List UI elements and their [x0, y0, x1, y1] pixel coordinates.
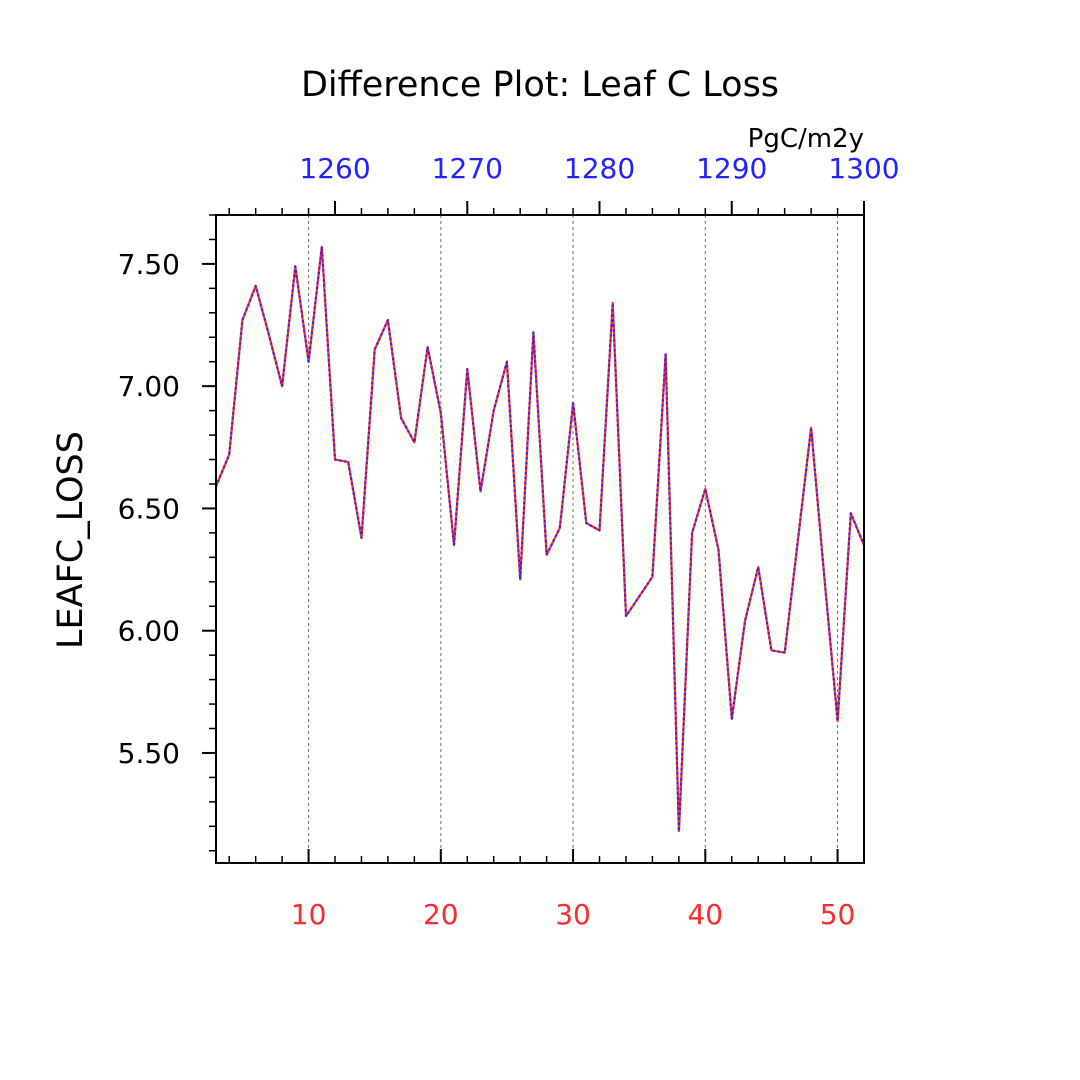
top-tick-label: 1300	[828, 152, 899, 185]
units-label: PgC/m2y	[748, 124, 864, 154]
bottom-tick-label: 40	[687, 898, 723, 931]
top-tick-label: 1260	[299, 152, 370, 185]
minor-ticks	[209, 208, 865, 863]
bottom-tick-label: 50	[820, 898, 856, 931]
plot-frame	[215, 214, 865, 864]
series-line-b	[214, 245, 866, 833]
y-tick-labels: 5.50 6.00 6.50 7.00 7.50	[118, 248, 180, 770]
bottom-tick-labels: 10 20 30 40 50	[291, 898, 856, 931]
bottom-tick-label: 30	[555, 898, 591, 931]
bottom-tick-label: 10	[291, 898, 327, 931]
y-axis-label: LEAFC_LOSS	[51, 431, 91, 649]
bottom-tick-label: 20	[423, 898, 459, 931]
chart-title: Difference Plot: Leaf C Loss	[301, 65, 779, 105]
y-tick-label: 6.50	[118, 492, 180, 525]
y-tick-label: 6.00	[118, 615, 180, 648]
top-tick-label: 1290	[696, 152, 767, 185]
y-tick-label: 7.50	[118, 248, 180, 281]
series-lines	[214, 245, 866, 833]
major-ticks	[202, 201, 865, 863]
top-tick-label: 1280	[564, 152, 635, 185]
y-tick-label: 5.50	[118, 737, 180, 770]
top-tick-labels: 1260 1270 1280 1290 1300	[299, 152, 899, 185]
grid-lines	[308, 215, 839, 863]
top-tick-label: 1270	[432, 152, 503, 185]
y-tick-label: 7.00	[118, 370, 180, 403]
